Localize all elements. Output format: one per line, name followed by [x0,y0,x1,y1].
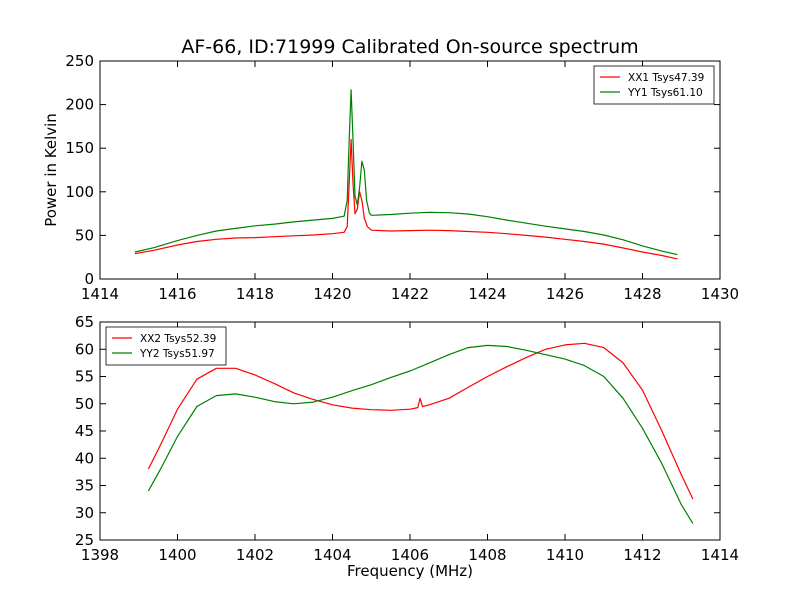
x-tick-label: 1414 [81,285,119,303]
top-plot: 1414 1416 1418 1420 1422 1424 1426 1428 1430 0 50 1… [42,52,739,303]
x-tick-label: 1400 [158,546,196,564]
y-tick-label: 60 [75,340,94,358]
x-axis-label: Frequency (MHz) [347,562,473,580]
y-tick-label: 100 [65,183,94,201]
x-tick-label: 1414 [701,546,739,564]
legend-label: YY1 Tsys61.10 [627,87,703,99]
chart-title: AF-66, ID:71999 Calibrated On-source spe… [181,36,638,58]
legend-box [105,326,227,366]
series-line-xx-1 [134,138,678,260]
y-tick-label: 200 [65,96,94,114]
legend: XX2 Tsys52.39 YY2 Tsys51.97 [105,326,227,366]
legend-label: XX2 Tsys52.39 [140,333,216,345]
x-tick-label: 1412 [623,546,661,564]
y-tick-label: 55 [75,368,94,386]
y-tick-label: 35 [75,477,94,495]
legend-label: YY2 Tsys51.97 [139,348,215,360]
x-tick-label: 1408 [468,546,506,564]
y-tick-label: 150 [65,139,94,157]
x-tick-label: 1428 [623,285,661,303]
legend-box [593,65,715,105]
x-tick-label: 1422 [391,285,429,303]
x-tick-label: 1430 [701,285,739,303]
y-axis-label: Power in Kelvin [42,113,60,227]
x-tick-label: 1426 [546,285,584,303]
series-line-yy-1 [134,89,678,256]
y-tick-label: 45 [75,422,94,440]
bottom-plot: 1398 1400 1402 1404 1406 1408 1410 1412 1414 25 30… [75,313,739,580]
y-tick-label: 25 [75,531,94,549]
y-tick-label: 50 [75,226,94,244]
y-tick-label: 30 [75,504,94,522]
x-tick-label: 1416 [158,285,196,303]
y-tick-label: 65 [75,313,94,331]
y-tick-label: 250 [65,52,94,70]
x-tick-label: 1404 [313,546,351,564]
x-tick-label: 1406 [391,546,429,564]
x-tick-label: 1418 [236,285,274,303]
y-tick-label: 50 [75,395,94,413]
x-tick-label: 1410 [546,546,584,564]
legend: XX1 Tsys47.39 YY1 Tsys61.10 [593,65,715,105]
y-tick-label: 40 [75,449,94,467]
legend-label: XX1 Tsys47.39 [628,72,704,84]
x-tick-label: 1398 [81,546,119,564]
y-tick-label: 0 [84,270,94,288]
series-line-yy-2 [147,344,694,524]
series-line-xx-2 [147,342,694,500]
x-tick-label: 1424 [468,285,506,303]
x-tick-label: 1420 [313,285,351,303]
x-tick-label: 1402 [236,546,274,564]
